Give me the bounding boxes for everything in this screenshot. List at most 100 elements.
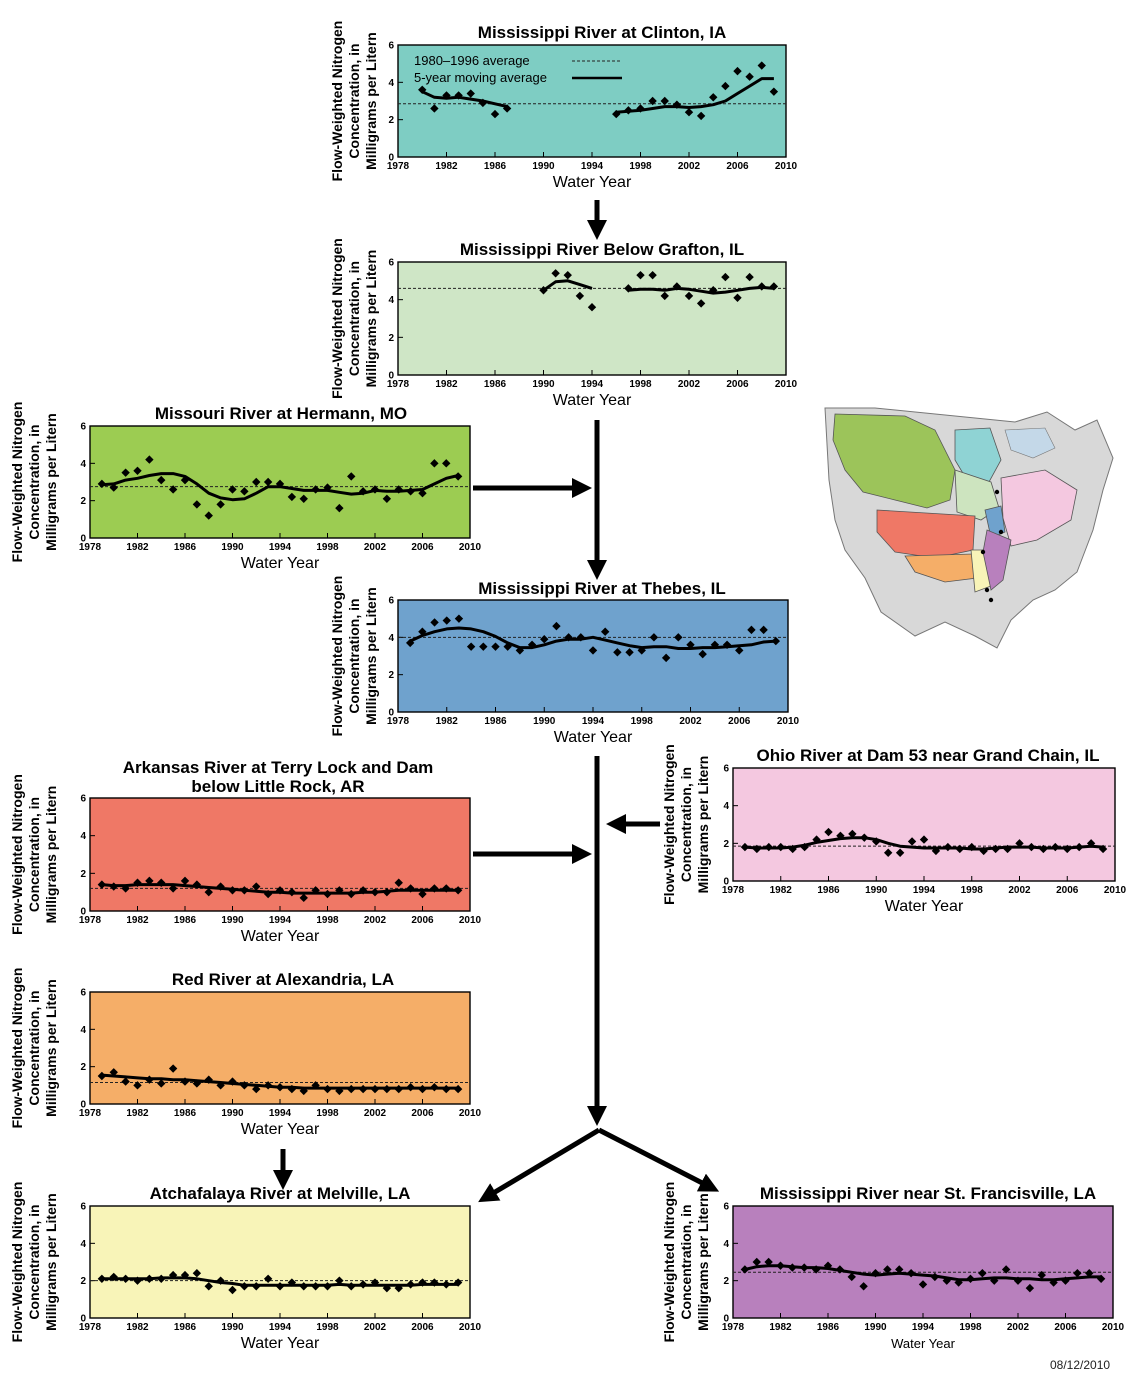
y-tick-label: 4 bbox=[388, 633, 394, 644]
data-point bbox=[672, 282, 682, 291]
data-point bbox=[335, 1086, 344, 1096]
y-tick-label: 2 bbox=[723, 1276, 729, 1287]
data-point bbox=[721, 272, 730, 282]
chart-ohio: Ohio River at Dam 53 near Grand Chain, I… bbox=[661, 744, 1127, 915]
data-point bbox=[539, 286, 548, 295]
x-tick-label: 2002 bbox=[1007, 1322, 1030, 1333]
data-point bbox=[358, 1084, 368, 1094]
data-point bbox=[180, 1270, 190, 1280]
y-axis-label: Milligrams per Litern bbox=[43, 413, 59, 551]
data-point bbox=[263, 477, 273, 487]
data-point bbox=[648, 270, 657, 280]
data-point bbox=[430, 618, 439, 627]
y-axis-label: Concentration, in bbox=[26, 797, 42, 912]
data-point bbox=[776, 842, 785, 852]
data-point bbox=[370, 1278, 380, 1287]
x-tick-label: 1986 bbox=[484, 716, 507, 727]
y-tick-label: 0 bbox=[80, 1314, 86, 1325]
data-point bbox=[252, 1084, 261, 1094]
x-tick-label: 1986 bbox=[817, 1322, 840, 1333]
y-tick-label: 2 bbox=[723, 839, 729, 850]
data-point bbox=[613, 648, 622, 657]
y-axis-label: Flow-Weighted Nitrogen bbox=[661, 744, 677, 905]
x-tick-label: 1986 bbox=[817, 885, 840, 896]
data-point bbox=[323, 1084, 332, 1094]
x-tick-label: 1990 bbox=[221, 1322, 244, 1333]
data-point bbox=[382, 887, 392, 897]
x-tick-label: 1990 bbox=[532, 161, 555, 172]
data-point bbox=[168, 1270, 178, 1280]
data-point bbox=[358, 487, 368, 496]
x-tick-label: 1978 bbox=[387, 161, 410, 172]
chart-missouri: Missouri River at Hermann, MO Flow-Weight… bbox=[9, 402, 482, 572]
x-tick-label: 2010 bbox=[775, 379, 798, 390]
moving-average-line bbox=[628, 285, 775, 295]
data-point bbox=[1074, 842, 1084, 852]
chart-thebes: Mississippi River at Thebes, IL Flow-Weig… bbox=[329, 576, 800, 746]
x-tick-label: 1994 bbox=[581, 379, 604, 390]
y-axis-label: Concentration, in bbox=[678, 767, 694, 882]
data-point bbox=[121, 1077, 130, 1086]
data-point bbox=[228, 1077, 237, 1086]
y-tick-label: 0 bbox=[388, 371, 394, 382]
plot-area bbox=[397, 261, 787, 376]
data-point bbox=[757, 61, 766, 70]
data-point bbox=[722, 640, 732, 649]
data-point bbox=[1086, 839, 1096, 848]
data-point bbox=[323, 483, 332, 492]
x-tick-label: 1978 bbox=[722, 1322, 745, 1333]
data-point bbox=[311, 1282, 320, 1291]
data-point bbox=[710, 640, 720, 649]
map-station-dot bbox=[988, 597, 994, 603]
data-point bbox=[955, 844, 965, 854]
x-tick-label: 1998 bbox=[316, 915, 339, 926]
y-axis-label: Milligrams per Litern bbox=[43, 979, 59, 1117]
data-point bbox=[503, 642, 512, 651]
chart-title: below Little Rock, AR bbox=[191, 777, 364, 796]
data-point bbox=[192, 1269, 202, 1278]
data-point bbox=[895, 1265, 904, 1274]
y-tick-label: 6 bbox=[723, 1202, 729, 1213]
data-point bbox=[1025, 1283, 1035, 1293]
data-point bbox=[1001, 1265, 1011, 1274]
data-point bbox=[491, 642, 500, 651]
data-point bbox=[733, 66, 742, 76]
y-tick-label: 2 bbox=[388, 115, 394, 126]
data-point bbox=[347, 1084, 356, 1094]
x-tick-label: 2006 bbox=[411, 1322, 434, 1333]
data-point bbox=[769, 87, 779, 96]
data-point bbox=[228, 485, 237, 494]
data-point bbox=[1085, 1269, 1094, 1278]
map-lower-mississippi-basin bbox=[982, 529, 1012, 591]
data-point bbox=[121, 884, 130, 893]
basin-map bbox=[824, 407, 1114, 649]
y-tick-label: 0 bbox=[723, 877, 729, 888]
map-station-dot bbox=[984, 587, 990, 593]
data-point bbox=[764, 842, 774, 852]
y-axis-label: Flow-Weighted Nitrogen bbox=[9, 774, 25, 935]
x-axis-label: Water Year bbox=[554, 729, 633, 746]
data-point bbox=[97, 880, 107, 889]
data-point bbox=[860, 833, 869, 842]
data-point bbox=[740, 842, 750, 852]
data-point bbox=[323, 1282, 332, 1291]
data-point bbox=[216, 500, 225, 509]
chart-francisville: Mississippi River near St. Francisville,… bbox=[661, 1182, 1125, 1351]
data-point bbox=[442, 459, 451, 468]
y-axis-label: Flow-Weighted Nitrogen bbox=[661, 1182, 677, 1343]
data-point bbox=[931, 846, 941, 856]
data-point bbox=[287, 1084, 297, 1094]
data-point bbox=[466, 89, 475, 98]
y-axis-label: Flow-Weighted Nitrogen bbox=[329, 238, 345, 399]
data-point bbox=[835, 1265, 845, 1274]
y-tick-label: 6 bbox=[80, 422, 86, 433]
x-tick-label: 1986 bbox=[484, 161, 507, 172]
data-point bbox=[674, 633, 683, 642]
data-point bbox=[418, 1084, 427, 1094]
x-tick-label: 1986 bbox=[484, 379, 507, 390]
data-point bbox=[204, 1075, 213, 1084]
data-point bbox=[859, 1282, 868, 1291]
data-point bbox=[1073, 1269, 1082, 1278]
data-point bbox=[382, 494, 392, 503]
data-point bbox=[745, 272, 754, 282]
